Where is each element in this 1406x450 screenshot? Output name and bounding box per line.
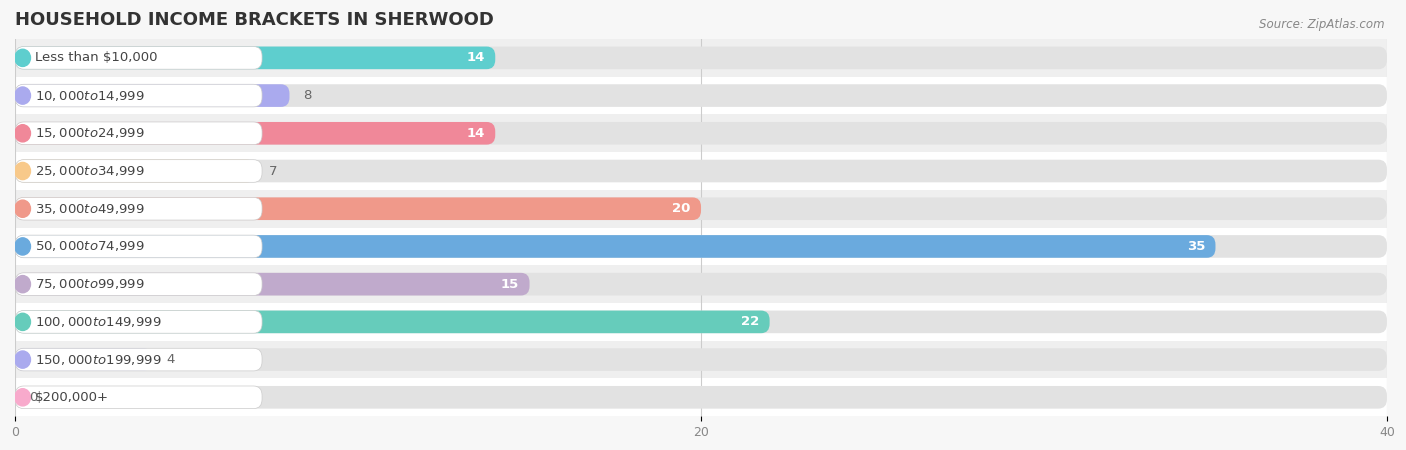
Text: $15,000 to $24,999: $15,000 to $24,999: [35, 126, 145, 140]
Text: 22: 22: [741, 315, 759, 328]
Text: Less than $10,000: Less than $10,000: [35, 51, 157, 64]
FancyBboxPatch shape: [15, 46, 262, 69]
FancyBboxPatch shape: [15, 273, 530, 296]
Text: 35: 35: [1187, 240, 1205, 253]
Text: 15: 15: [501, 278, 519, 291]
Circle shape: [15, 49, 31, 67]
FancyBboxPatch shape: [15, 122, 495, 144]
Circle shape: [15, 313, 31, 330]
Text: 0: 0: [30, 391, 37, 404]
Circle shape: [15, 162, 31, 180]
FancyBboxPatch shape: [15, 46, 495, 69]
Bar: [15, 114, 1386, 152]
Bar: [15, 303, 1386, 341]
Text: 14: 14: [467, 127, 485, 140]
FancyBboxPatch shape: [15, 348, 1386, 371]
FancyBboxPatch shape: [15, 122, 1386, 144]
Bar: [15, 39, 1386, 76]
Bar: [15, 228, 1386, 266]
Text: $50,000 to $74,999: $50,000 to $74,999: [35, 239, 145, 253]
FancyBboxPatch shape: [15, 84, 290, 107]
FancyBboxPatch shape: [15, 46, 1386, 69]
Circle shape: [15, 87, 31, 104]
Text: $200,000+: $200,000+: [35, 391, 108, 404]
FancyBboxPatch shape: [15, 348, 262, 371]
Text: 14: 14: [467, 51, 485, 64]
FancyBboxPatch shape: [15, 160, 262, 182]
Bar: [15, 266, 1386, 303]
Text: HOUSEHOLD INCOME BRACKETS IN SHERWOOD: HOUSEHOLD INCOME BRACKETS IN SHERWOOD: [15, 11, 494, 29]
Text: 8: 8: [304, 89, 312, 102]
Circle shape: [15, 275, 31, 293]
Text: 7: 7: [269, 165, 277, 177]
Bar: [15, 378, 1386, 416]
FancyBboxPatch shape: [15, 310, 262, 333]
Circle shape: [15, 125, 31, 142]
FancyBboxPatch shape: [15, 122, 262, 144]
FancyBboxPatch shape: [15, 235, 1215, 258]
FancyBboxPatch shape: [15, 348, 152, 371]
Text: $35,000 to $49,999: $35,000 to $49,999: [35, 202, 145, 216]
Text: $25,000 to $34,999: $25,000 to $34,999: [35, 164, 145, 178]
FancyBboxPatch shape: [15, 235, 262, 258]
Text: $10,000 to $14,999: $10,000 to $14,999: [35, 89, 145, 103]
Bar: [15, 152, 1386, 190]
Bar: [15, 341, 1386, 378]
Text: $100,000 to $149,999: $100,000 to $149,999: [35, 315, 162, 329]
FancyBboxPatch shape: [15, 386, 262, 409]
FancyBboxPatch shape: [15, 273, 262, 296]
FancyBboxPatch shape: [15, 84, 262, 107]
Text: 20: 20: [672, 202, 690, 215]
Circle shape: [15, 389, 31, 406]
FancyBboxPatch shape: [15, 273, 1386, 296]
Bar: [15, 190, 1386, 228]
Bar: [15, 76, 1386, 114]
FancyBboxPatch shape: [15, 235, 1386, 258]
FancyBboxPatch shape: [15, 160, 254, 182]
FancyBboxPatch shape: [15, 84, 1386, 107]
FancyBboxPatch shape: [15, 310, 1386, 333]
Text: $75,000 to $99,999: $75,000 to $99,999: [35, 277, 145, 291]
FancyBboxPatch shape: [15, 160, 1386, 182]
FancyBboxPatch shape: [15, 198, 1386, 220]
Text: $150,000 to $199,999: $150,000 to $199,999: [35, 353, 162, 367]
FancyBboxPatch shape: [15, 198, 262, 220]
FancyBboxPatch shape: [15, 386, 1386, 409]
FancyBboxPatch shape: [15, 310, 769, 333]
FancyBboxPatch shape: [15, 198, 702, 220]
Circle shape: [15, 238, 31, 255]
Circle shape: [15, 200, 31, 217]
Text: 4: 4: [166, 353, 174, 366]
Circle shape: [15, 351, 31, 368]
Text: Source: ZipAtlas.com: Source: ZipAtlas.com: [1260, 18, 1385, 31]
